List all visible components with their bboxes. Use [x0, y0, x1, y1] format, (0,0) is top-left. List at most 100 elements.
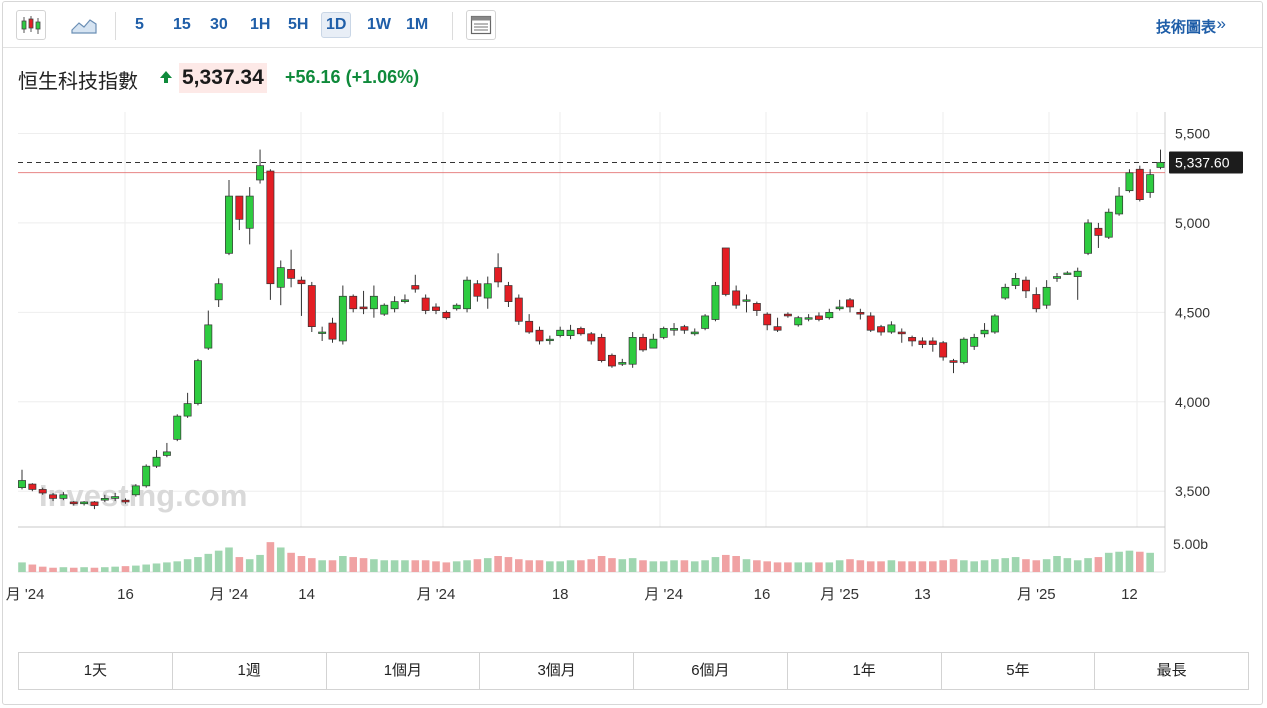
- candle-down: [1021, 279, 1030, 292]
- candle-down: [897, 331, 906, 335]
- price-change: +56.16 (+1.06%): [285, 67, 419, 88]
- volume-bar: [276, 547, 285, 572]
- x-tick-label: 16: [117, 586, 134, 603]
- volume-axis-label: 5.00b: [1173, 536, 1208, 552]
- candle-up: [369, 295, 378, 310]
- up-arrow-icon: [159, 70, 173, 89]
- candle-down: [432, 306, 440, 311]
- candle-down: [235, 195, 244, 220]
- candle-up: [628, 337, 637, 365]
- volume-bar: [142, 564, 150, 572]
- candle-up: [887, 324, 896, 333]
- candle-up: [556, 329, 565, 336]
- volume-bar: [742, 559, 751, 572]
- candle-up: [162, 451, 171, 456]
- period-6m[interactable]: 6個月: [634, 653, 788, 689]
- chevron-right-icon[interactable]: »: [1216, 14, 1226, 33]
- candle-up: [59, 494, 68, 499]
- candle-up: [338, 295, 347, 342]
- volume-bar: [784, 562, 792, 572]
- candle-up: [1001, 286, 1010, 299]
- candle-up: [401, 299, 409, 302]
- candle-up: [390, 301, 399, 310]
- area-chart-icon[interactable]: [69, 10, 99, 40]
- volume-bar: [204, 553, 213, 572]
- candle-up: [100, 498, 109, 501]
- volume-bar: [794, 562, 803, 572]
- candle-down: [1135, 168, 1144, 201]
- tech-chart-link[interactable]: 技術圖表: [1155, 19, 1216, 36]
- timeframe-1h[interactable]: 1H: [250, 16, 271, 33]
- volume-bar: [370, 559, 378, 572]
- period-max[interactable]: 最長: [1156, 662, 1187, 679]
- volume-bar: [887, 560, 896, 572]
- volume-bar: [1001, 558, 1010, 572]
- period-1w[interactable]: 1週: [173, 653, 327, 689]
- candle-down: [411, 285, 420, 290]
- volume-bar: [856, 560, 865, 572]
- x-tick-label: 月 '24: [644, 586, 683, 603]
- candle-down: [856, 311, 865, 315]
- candle-down: [1032, 294, 1041, 310]
- volume-bar: [359, 558, 368, 572]
- candle-up: [256, 165, 264, 181]
- volume-bar: [866, 561, 875, 572]
- period-1m[interactable]: 1個月: [327, 653, 481, 689]
- candle-up: [545, 338, 554, 342]
- candle-up: [1115, 195, 1124, 215]
- period-3m[interactable]: 3個月: [480, 653, 634, 689]
- period-1y[interactable]: 1年: [788, 653, 942, 689]
- volume-bar: [515, 559, 523, 572]
- timeframe-15[interactable]: 15: [173, 16, 191, 33]
- volume-bar: [432, 561, 440, 572]
- toolbar: 5 15 30 1H 5H 1D 1W 1M 技術圖表 »: [3, 2, 1262, 48]
- volume-bar: [1011, 557, 1020, 572]
- period-5y[interactable]: 5年: [942, 653, 1096, 689]
- candle-down: [752, 303, 761, 311]
- volume-bar: [463, 560, 471, 572]
- candle-down: [908, 337, 917, 342]
- volume-bar: [960, 560, 968, 572]
- timeframe-1w[interactable]: 1W: [367, 16, 391, 33]
- candle-up: [1042, 286, 1051, 306]
- candlestick-icon[interactable]: [16, 10, 46, 40]
- candle-up: [659, 328, 668, 338]
- timeframe-5h[interactable]: 5H: [288, 16, 309, 33]
- volume-bar: [101, 567, 109, 572]
- volume-bar: [194, 557, 202, 572]
- candle-down: [287, 269, 296, 279]
- candle-up: [825, 311, 834, 319]
- timeframe-5[interactable]: 5: [135, 16, 144, 33]
- volume-bar: [970, 561, 978, 572]
- period-1d[interactable]: 1天: [19, 653, 173, 689]
- candle-down: [38, 489, 47, 494]
- candle-down: [928, 340, 937, 345]
- candle-up: [173, 415, 182, 440]
- candle-up: [214, 283, 223, 301]
- volume-bar: [349, 557, 357, 572]
- index-name: 恒生科技指數: [18, 71, 138, 93]
- candle-down: [814, 315, 823, 320]
- candle-down: [359, 306, 368, 310]
- timeframe-30[interactable]: 30: [210, 16, 228, 33]
- volume-bar: [121, 566, 130, 572]
- timeframe-1d[interactable]: 1D: [321, 12, 352, 38]
- volume-bar: [38, 566, 47, 572]
- volume-bar: [670, 560, 678, 572]
- volume-bar: [28, 564, 37, 572]
- volume-bar: [1063, 558, 1072, 572]
- price-chart[interactable]: Investing.com5,5005,0004,5004,0003,5005.…: [3, 2, 1262, 642]
- volume-bar: [90, 567, 99, 572]
- candle-down: [121, 499, 130, 503]
- volume-bar: [577, 560, 585, 572]
- volume-bar: [846, 559, 854, 572]
- volume-bar: [1022, 559, 1030, 572]
- timeframe-1m[interactable]: 1M: [406, 16, 429, 33]
- candle-up: [1146, 174, 1155, 193]
- volume-bar: [152, 563, 161, 572]
- candle-up: [1156, 162, 1165, 168]
- volume-bar: [1125, 550, 1134, 572]
- toolbar-separator: [452, 12, 453, 40]
- change-value: +56.16: [285, 67, 341, 87]
- layout-icon[interactable]: [466, 10, 496, 40]
